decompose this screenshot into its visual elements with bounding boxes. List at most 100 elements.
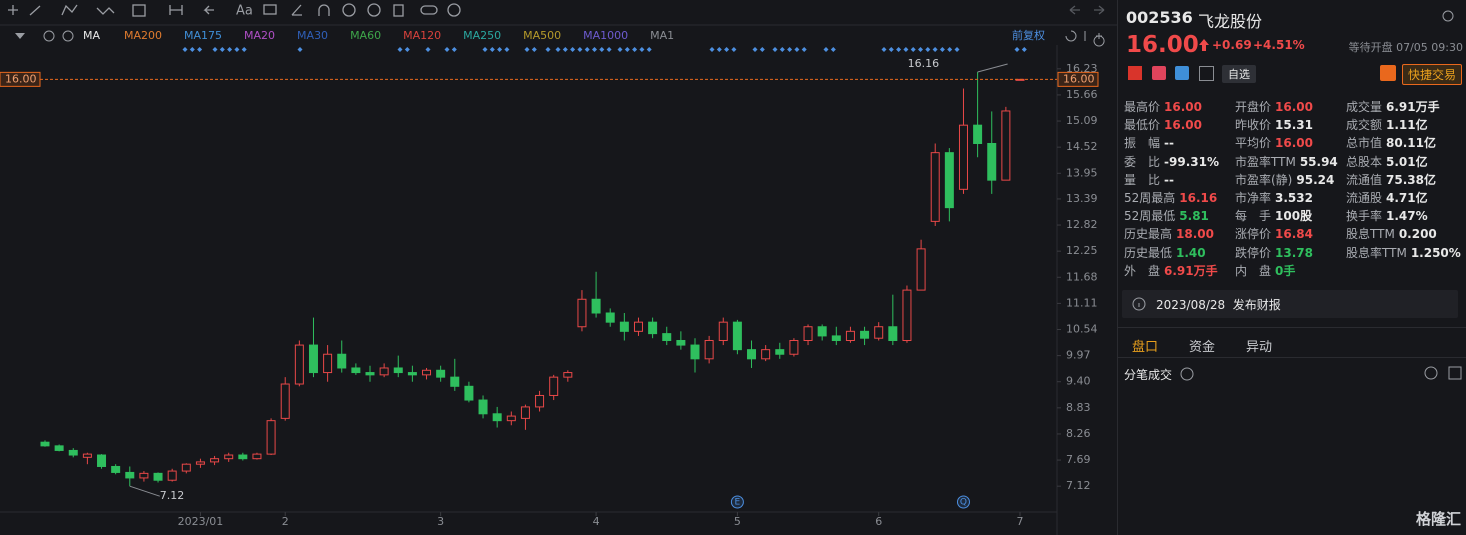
note-icon[interactable] [263,4,277,15]
fib-icon[interactable] [132,4,146,17]
line-icon[interactable] [29,5,41,16]
stat: 内 盘 0手 [1235,260,1295,279]
last-price-box [1057,71,1099,87]
event-marker[interactable] [730,495,744,509]
watch-button[interactable]: 自选 [1222,65,1256,83]
collapse-icon[interactable] [15,33,25,39]
trade-button[interactable]: 快捷交易 [1402,64,1463,85]
candle-body [308,344,318,374]
ma-close[interactable] [62,30,74,42]
hide-icon[interactable] [367,3,381,17]
stat: 每 手 100股 [1235,205,1312,224]
stat: 历史最高 18.00 [1124,223,1214,242]
stock-code: 002536 [1126,8,1193,27]
signal-dot [716,47,722,52]
delete-icon[interactable] [393,4,404,17]
candle-body [393,367,403,374]
stat-label: 每 手 [1235,209,1272,224]
magnet-icon[interactable] [318,4,330,16]
ma-settings[interactable] [43,30,55,42]
settings-icon[interactable] [447,3,461,17]
y-tick-label: 8.83 [1066,401,1091,414]
stat: 52周最高 16.16 [1124,187,1217,206]
stat: 外 盘 6.91万手 [1124,260,1218,279]
y-tick-label: 7.69 [1066,453,1091,466]
event-label: Q [960,498,967,508]
stat-label: 52周最高 [1124,191,1176,205]
annotation-leader [977,63,1008,73]
event-marker[interactable] [956,495,970,509]
stat-label: 换手率 [1346,209,1383,224]
signal-dot [297,47,303,52]
annotation: 7.12 [160,489,185,502]
signal-dot [189,47,195,52]
tab[interactable]: 资金 [1189,340,1216,355]
stat: 涨停价 16.84 [1235,223,1313,242]
candle-body [633,321,643,332]
angle-icon[interactable] [291,4,302,16]
ma-legend-item: MA120 [403,29,441,42]
undo-redo[interactable] [1069,5,1105,15]
y-tick-label: 15.09 [1066,114,1098,127]
x-tick-label: 5 [734,515,741,528]
candle-body [520,406,530,419]
candle-body [930,152,940,222]
signal-dot [404,47,410,52]
adjust-label[interactable]: 前复权 [1012,28,1045,42]
stat: 股息TTM 0.200 [1346,223,1437,242]
move-icon[interactable] [8,5,18,15]
ma-legend-item: MA20 [244,29,275,42]
alert-icon[interactable] [1380,65,1396,81]
compare-icon[interactable] [420,5,438,15]
candle-body [54,445,64,451]
stat: 委 比 -99.31% [1124,151,1219,170]
candle-body [323,353,333,374]
path-icon[interactable] [61,4,78,16]
candle-body [238,454,248,460]
stat-value: 55.94 [1299,154,1338,169]
signal-dot [794,47,800,52]
signal-dot [954,47,960,52]
divider [1118,327,1466,328]
candle-body [987,142,997,181]
x-tick-label: 3 [437,515,444,528]
candle-body [450,376,460,387]
stat-value: 16.00 [1164,118,1202,133]
stat-label: 外 盘 [1124,263,1161,278]
tab[interactable]: 盘口 [1132,340,1159,355]
change-pct: +4.51% [1253,38,1305,52]
chart-controls[interactable] [1065,30,1105,47]
stat-value: 16.00 [1164,100,1202,114]
info-icon [1180,367,1194,381]
signal-dot [241,47,247,52]
y-tick-label: 11.68 [1066,270,1098,283]
y-tick-label: 16.23 [1066,62,1098,75]
stat-label: 股息TTM [1346,227,1395,242]
stat: 成交额 1.11亿 [1346,114,1428,133]
x-tick-label: 7 [1017,515,1024,528]
stat-value: 4.71亿 [1386,191,1428,205]
range-icon[interactable] [169,5,183,15]
candle-body [973,124,983,144]
candle-body [422,369,432,376]
y-tick-label: 14.52 [1066,140,1098,153]
signal-dot [577,47,583,52]
eye-icon[interactable] [342,3,356,17]
candle-body [266,420,276,455]
stat: 平均价 16.00 [1235,132,1313,151]
candle-body [902,289,912,341]
stat-label: 平均价 [1235,136,1272,151]
wave-icon[interactable] [96,7,115,15]
stat: 成交量 6.91万手 [1346,96,1440,115]
text-tool[interactable]: Aa [236,4,253,19]
signal-dot [425,47,431,52]
candle-body [252,453,262,460]
settings-icon[interactable] [1441,9,1455,23]
tab[interactable]: 异动 [1246,340,1273,355]
arrow-icon[interactable] [203,5,214,15]
candle-body [125,471,135,479]
view-toggle[interactable] [1424,366,1462,380]
ma-legend-item: MA500 [523,29,561,42]
signal-dot [219,47,225,52]
